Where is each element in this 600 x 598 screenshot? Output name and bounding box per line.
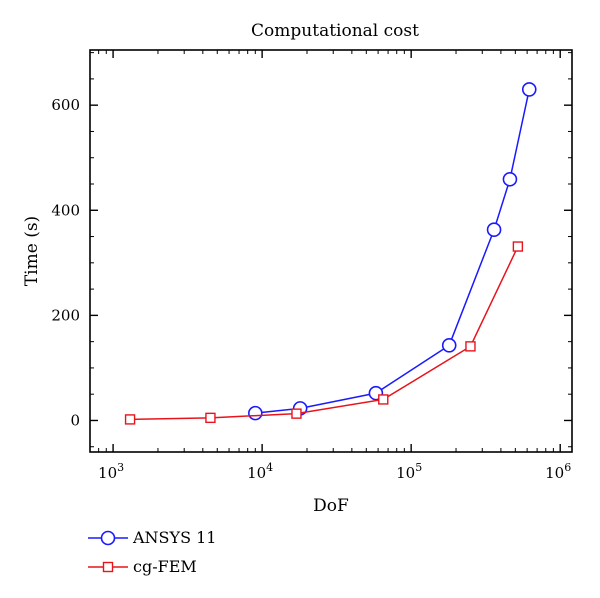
legend-marker <box>102 561 114 573</box>
x-tick-exponent: 5 <box>415 461 422 474</box>
x-tick-base: 10 <box>396 464 415 482</box>
series-line <box>130 246 519 421</box>
square-marker <box>465 341 476 352</box>
legend-item: cg-FEM <box>88 557 197 576</box>
y-axis-title: Time (s) <box>22 216 42 286</box>
square-marker <box>378 394 389 405</box>
x-tick-label: 104 <box>247 461 273 482</box>
series-line <box>255 89 530 414</box>
x-tick-base: 10 <box>98 464 117 482</box>
series-cg-fem <box>124 241 524 425</box>
square-marker <box>124 414 136 425</box>
x-axis-ticks: 103 104 105 106 <box>89 50 571 482</box>
series-ansys-11 <box>248 82 537 421</box>
y-tick-label: 0 <box>70 411 80 429</box>
x-tick-base: 10 <box>247 464 266 482</box>
circle-marker <box>486 222 502 238</box>
legend-item: ANSYS 11 <box>88 528 216 547</box>
legend: ANSYS 11 cg-FEM <box>88 528 216 576</box>
x-tick-label: 103 <box>98 461 124 482</box>
series-layer <box>124 82 537 425</box>
circle-marker <box>441 338 457 353</box>
square-marker <box>512 241 524 252</box>
plot-frame <box>89 49 573 453</box>
square-marker <box>291 408 302 419</box>
y-tick-label: 200 <box>51 306 80 324</box>
legend-label: cg-FEM <box>133 557 197 576</box>
legend-label: ANSYS 11 <box>132 528 216 547</box>
x-tick-label: 106 <box>545 461 571 482</box>
x-axis-title: DoF <box>313 496 349 516</box>
legend-marker <box>100 530 116 546</box>
x-tick-exponent: 4 <box>266 461 273 474</box>
circle-marker <box>521 82 537 97</box>
x-tick-exponent: 6 <box>564 461 571 474</box>
y-tick-label: 400 <box>51 201 80 219</box>
circle-marker <box>502 171 518 187</box>
chart-title: Computational cost <box>251 21 419 41</box>
x-tick-exponent: 3 <box>117 461 124 474</box>
y-axis-ticks: 0 200 400 600 <box>51 52 572 448</box>
circle-marker <box>248 405 263 421</box>
x-tick-base: 10 <box>545 464 564 482</box>
y-tick-label: 600 <box>51 96 80 114</box>
x-tick-label: 105 <box>396 461 422 482</box>
square-marker <box>205 412 216 424</box>
